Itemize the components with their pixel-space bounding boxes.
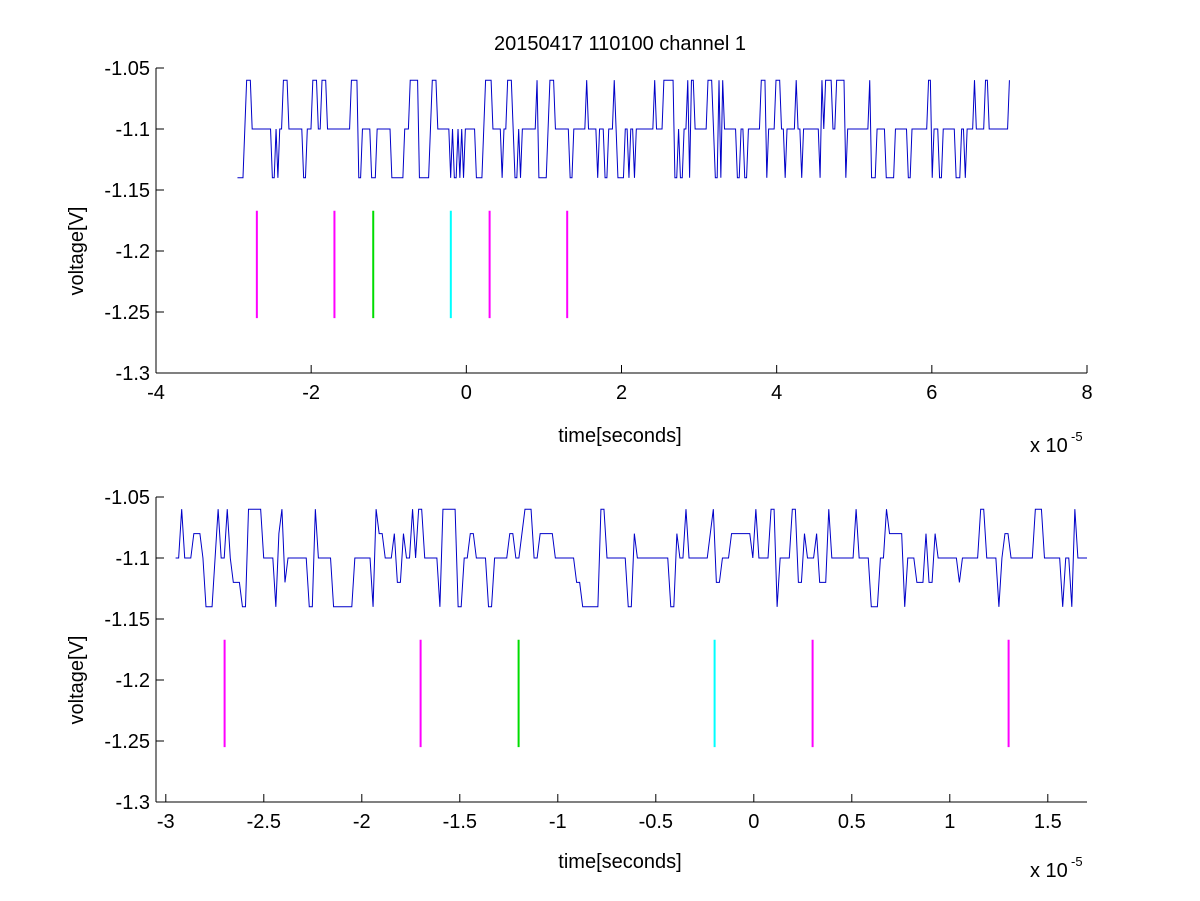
bottom-x-exponent-base: x 10 bbox=[1030, 860, 1068, 882]
bottom-axes: time[seconds] voltage[V] x 10 -5 -3 -2.5 -… bbox=[66, 487, 1087, 882]
y-tick-label: -1.1 bbox=[116, 548, 150, 570]
x-tick-label: 1.5 bbox=[1034, 811, 1062, 833]
bottom-ylabel: voltage[V] bbox=[66, 636, 88, 725]
y-tick-label: -1.15 bbox=[104, 609, 150, 631]
top-axes: time[seconds] voltage[V] x 10 -5 -4 -2 0 2 4… bbox=[66, 58, 1093, 457]
x-tick-label: 6 bbox=[926, 382, 937, 404]
bottom-xlabel: time[seconds] bbox=[558, 851, 681, 873]
x-tick-label: 4 bbox=[771, 382, 782, 404]
x-tick-label: -2 bbox=[353, 811, 371, 833]
x-tick-label: -2.5 bbox=[247, 811, 281, 833]
top-x-exponent-base: x 10 bbox=[1030, 435, 1068, 457]
top-x-exponent: -5 bbox=[1071, 429, 1083, 444]
x-tick-label: -1 bbox=[549, 811, 567, 833]
x-tick-label: 8 bbox=[1081, 382, 1092, 404]
x-tick-label: -0.5 bbox=[639, 811, 673, 833]
x-tick-label: -2 bbox=[302, 382, 320, 404]
signal-trace bbox=[175, 508, 1087, 608]
y-tick-label: -1.05 bbox=[104, 487, 150, 509]
y-tick-label: -1.2 bbox=[116, 670, 150, 692]
y-tick-label: -1.3 bbox=[116, 363, 150, 385]
top-ylabel: voltage[V] bbox=[66, 207, 88, 296]
y-tick-label: -1.2 bbox=[116, 241, 150, 263]
top-xlabel: time[seconds] bbox=[558, 425, 681, 447]
x-tick-label: 1 bbox=[944, 811, 955, 833]
signal-trace bbox=[237, 79, 1010, 179]
y-tick-label: -1.15 bbox=[104, 180, 150, 202]
x-tick-label: 0 bbox=[748, 811, 759, 833]
chart-title: 20150417 110100 channel 1 bbox=[494, 33, 746, 55]
y-tick-label: -1.1 bbox=[116, 119, 150, 141]
x-tick-label: -3 bbox=[157, 811, 175, 833]
x-tick-label: 0 bbox=[461, 382, 472, 404]
y-tick-label: -1.25 bbox=[104, 731, 150, 753]
y-tick-label: -1.05 bbox=[104, 58, 150, 80]
x-tick-label: -4 bbox=[147, 382, 165, 404]
x-tick-label: -1.5 bbox=[443, 811, 477, 833]
x-tick-label: 2 bbox=[616, 382, 627, 404]
bottom-x-exponent: -5 bbox=[1071, 854, 1083, 869]
y-tick-label: -1.3 bbox=[116, 792, 150, 814]
x-tick-label: 0.5 bbox=[838, 811, 866, 833]
y-tick-label: -1.25 bbox=[104, 302, 150, 324]
